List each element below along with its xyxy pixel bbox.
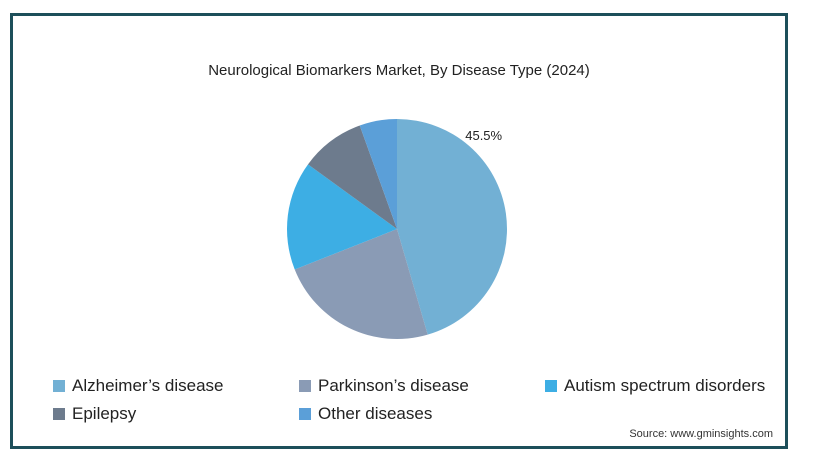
chart-title: Neurological Biomarkers Market, By Disea…	[208, 62, 590, 79]
legend-label: Epilepsy	[72, 404, 137, 423]
pie-slice-autism-spectrum-disorders	[286, 164, 397, 270]
pie-slice-alzheimer-s-disease	[397, 119, 507, 335]
legend-item: Other diseases	[299, 404, 545, 424]
legend-item: Parkinson’s disease	[299, 376, 545, 396]
legend-swatch	[53, 408, 65, 420]
legend-item: Autism spectrum disorders	[545, 376, 775, 396]
legend-label: Alzheimer’s disease	[72, 376, 224, 395]
legend-swatch	[299, 408, 311, 420]
pie-data-label: 45.5%	[465, 128, 502, 143]
legend-swatch	[53, 380, 65, 392]
legend-item: Alzheimer’s disease	[53, 376, 299, 396]
pie-slice-parkinson-s-disease	[294, 229, 428, 339]
legend-label: Autism spectrum disorders	[564, 376, 766, 395]
legend-label: Other diseases	[318, 404, 433, 423]
legend-swatch	[299, 380, 311, 392]
pie-chart: 45.5%	[286, 119, 507, 339]
chart-legend: Alzheimer’s disease Parkinson’s disease Au…	[53, 376, 773, 424]
legend-item: Epilepsy	[53, 404, 299, 424]
legend-swatch	[545, 380, 557, 392]
pie-slice-other-diseases	[359, 119, 397, 229]
source-note: Source: www.gminsights.com	[629, 428, 773, 440]
chart-frame: Neurological Biomarkers Market, By Disea…	[10, 13, 788, 449]
pie-slice-epilepsy	[308, 125, 397, 229]
legend-label: Parkinson’s disease	[318, 376, 469, 395]
